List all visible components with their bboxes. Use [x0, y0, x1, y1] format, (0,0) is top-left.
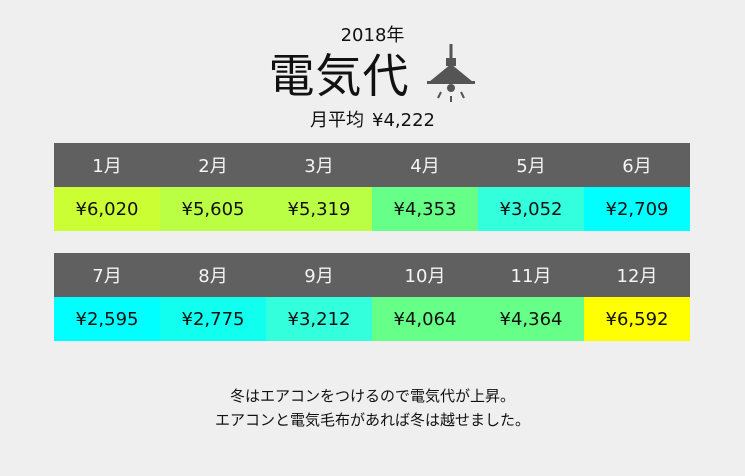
month-label: 5月: [478, 143, 584, 187]
cost-cell: ¥2,709: [584, 187, 690, 231]
month-label: 10月: [372, 253, 478, 297]
average-label: 月平均: [310, 110, 364, 131]
cost-cell: ¥6,020: [54, 187, 160, 231]
year-label: 2018年: [340, 25, 405, 46]
month-label: 12月: [584, 253, 690, 297]
page-title: 電気代: [268, 49, 410, 103]
footnote-line-2: エアコンと電気毛布があれば冬は越せました。: [214, 411, 530, 429]
cost-cell: ¥4,364: [478, 297, 584, 341]
cost-cell: ¥3,212: [266, 297, 372, 341]
ceiling-lamp-icon: [426, 44, 475, 102]
cost-cell: ¥6,592: [584, 297, 690, 341]
month-label: 1月: [54, 143, 160, 187]
cost-value-row: ¥2,595 ¥2,775 ¥3,212 ¥4,064 ¥4,364 ¥6,59…: [54, 297, 690, 341]
months-table-first-half: 1月 2月 3月 4月 5月 6月 ¥6,020 ¥5,605 ¥5,319 ¥…: [54, 143, 690, 231]
month-label: 9月: [266, 253, 372, 297]
month-label: 6月: [584, 143, 690, 187]
month-header-row: 7月 8月 9月 10月 11月 12月: [54, 253, 690, 297]
month-label: 2月: [160, 143, 266, 187]
average-value: ¥4,222: [372, 110, 435, 131]
cost-cell: ¥2,595: [54, 297, 160, 341]
cost-cell: ¥4,353: [372, 187, 478, 231]
cost-cell: ¥5,319: [266, 187, 372, 231]
monthly-average: 月平均 ¥4,222: [0, 108, 745, 134]
footnote-line-1: 冬はエアコンをつけるので電気代が上昇。: [229, 387, 515, 405]
month-label: 7月: [54, 253, 160, 297]
cost-cell: ¥4,064: [372, 297, 478, 341]
months-table-second-half: 7月 8月 9月 10月 11月 12月 ¥2,595 ¥2,775 ¥3,21…: [54, 253, 690, 341]
title-area: 電気代: [0, 44, 745, 108]
cost-cell: ¥3,052: [478, 187, 584, 231]
month-label: 11月: [478, 253, 584, 297]
month-label: 3月: [266, 143, 372, 187]
footnote: 冬はエアコンをつけるので電気代が上昇。 エアコンと電気毛布があれば冬は越せました…: [0, 384, 745, 432]
cost-cell: ¥2,775: [160, 297, 266, 341]
month-header-row: 1月 2月 3月 4月 5月 6月: [54, 143, 690, 187]
cost-cell: ¥5,605: [160, 187, 266, 231]
month-label: 4月: [372, 143, 478, 187]
month-label: 8月: [160, 253, 266, 297]
cost-value-row: ¥6,020 ¥5,605 ¥5,319 ¥4,353 ¥3,052 ¥2,70…: [54, 187, 690, 231]
